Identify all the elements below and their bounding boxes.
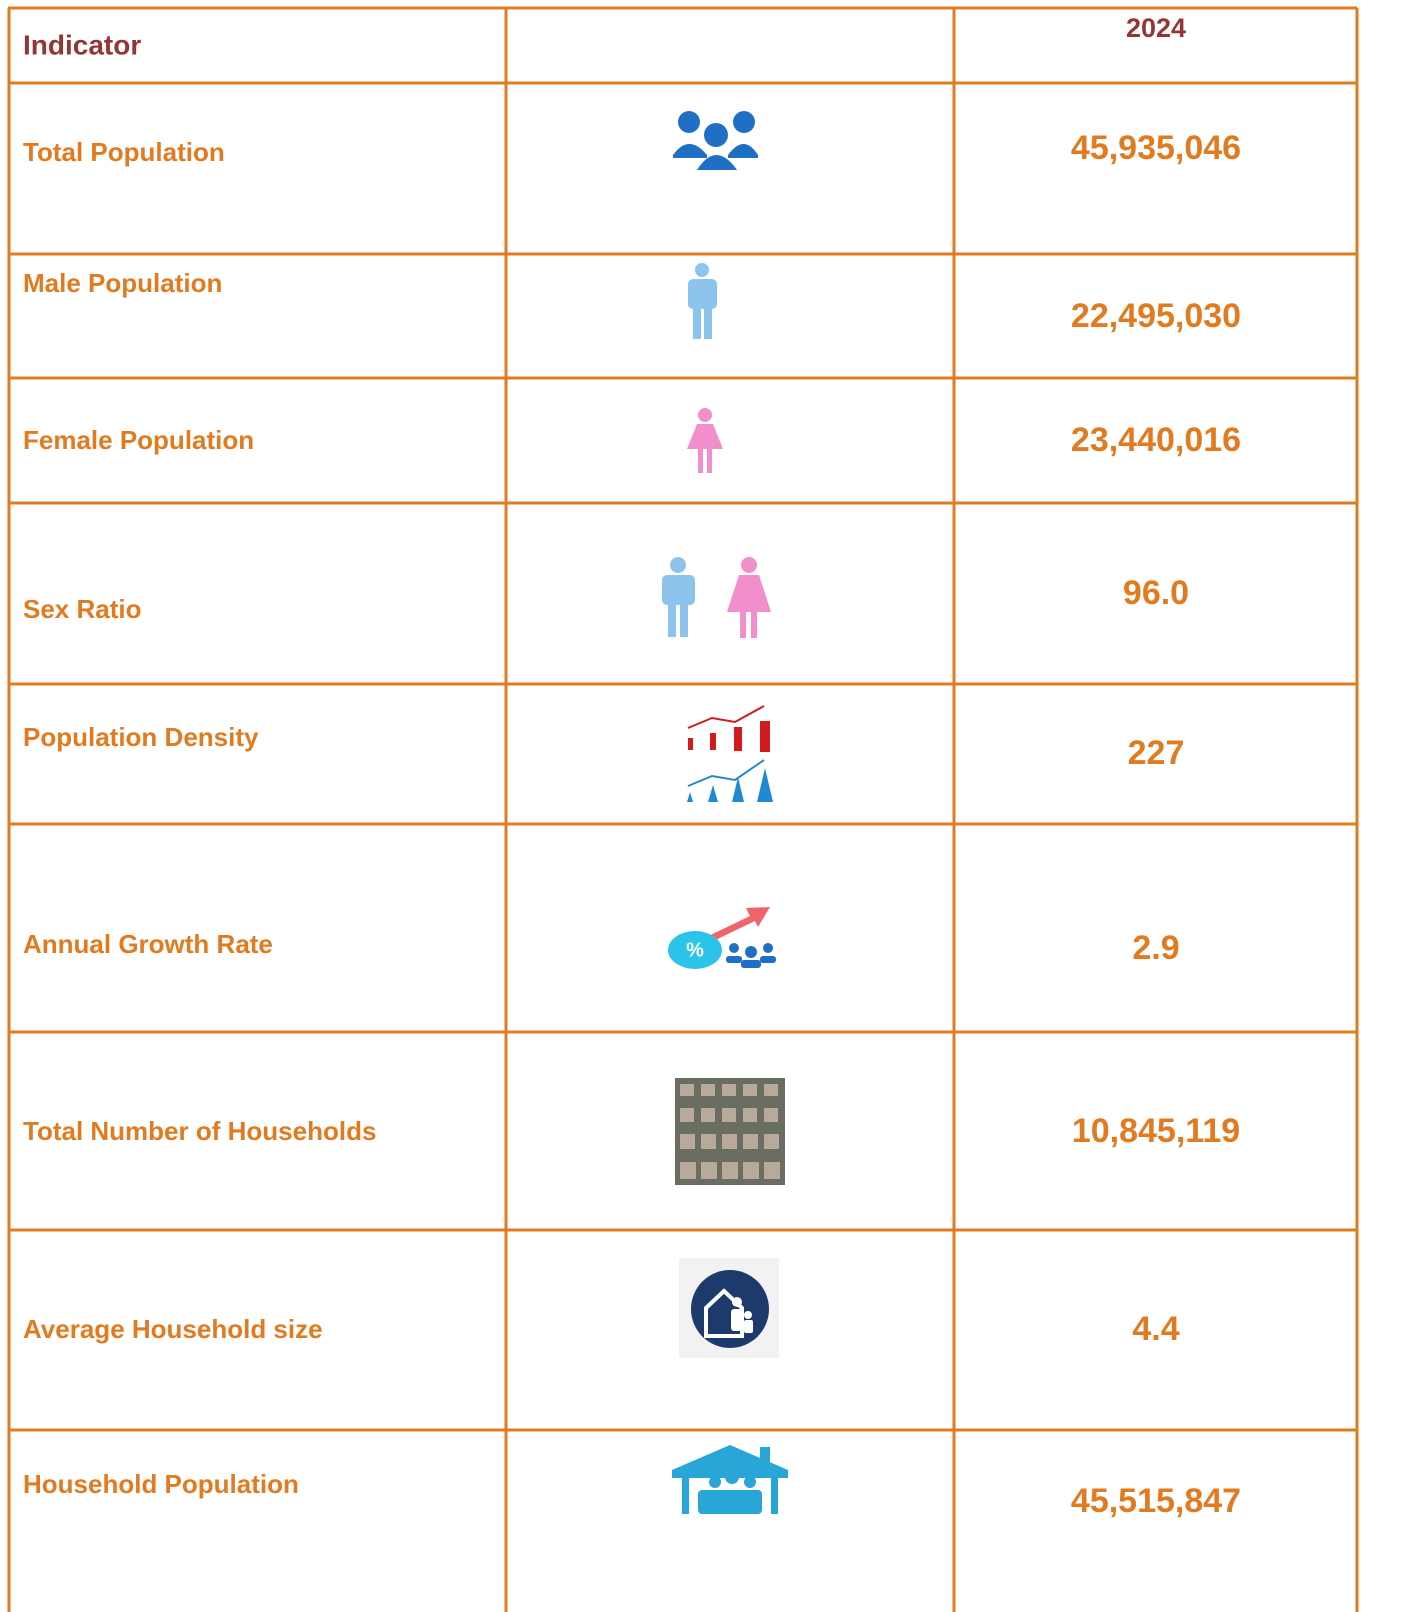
row-label: Male Population	[23, 268, 222, 298]
female-icon	[687, 408, 723, 473]
header-indicator: Indicator	[23, 29, 141, 60]
row-value: 10,845,119	[1072, 1112, 1240, 1150]
row-label: Sex Ratio	[23, 594, 142, 624]
row-label: Annual Growth Rate	[23, 929, 273, 959]
row-label: Female Population	[23, 425, 254, 455]
houses-image	[675, 1078, 785, 1185]
household-population-icon	[672, 1445, 788, 1514]
male-icon	[688, 263, 717, 339]
density-icon	[687, 705, 773, 802]
row-value: 22,495,030	[1071, 297, 1241, 335]
row-label: Population Density	[23, 722, 259, 752]
row-label: Average Household size	[23, 1314, 323, 1344]
row-value: 23,440,016	[1071, 421, 1241, 459]
row-value: 96.0	[1123, 574, 1189, 612]
table-grid	[7, 6, 1359, 1612]
row-value: 227	[1128, 734, 1185, 772]
growth-icon: %	[668, 907, 776, 969]
household-size-icon	[679, 1258, 779, 1358]
row-label: Household Population	[23, 1469, 299, 1499]
row-label: Total Number of Households	[23, 1116, 376, 1146]
row-value: 4.4	[1132, 1310, 1179, 1348]
row-label: Total Population	[23, 137, 225, 167]
row-value: 45,515,847	[1071, 1482, 1241, 1520]
row-value: 45,935,046	[1071, 129, 1241, 167]
group-icon	[673, 111, 758, 170]
percent-symbol: %	[686, 939, 704, 961]
row-value: 2.9	[1132, 929, 1179, 967]
sex-ratio-icon	[662, 557, 771, 638]
header-year: 2024	[1126, 13, 1186, 43]
